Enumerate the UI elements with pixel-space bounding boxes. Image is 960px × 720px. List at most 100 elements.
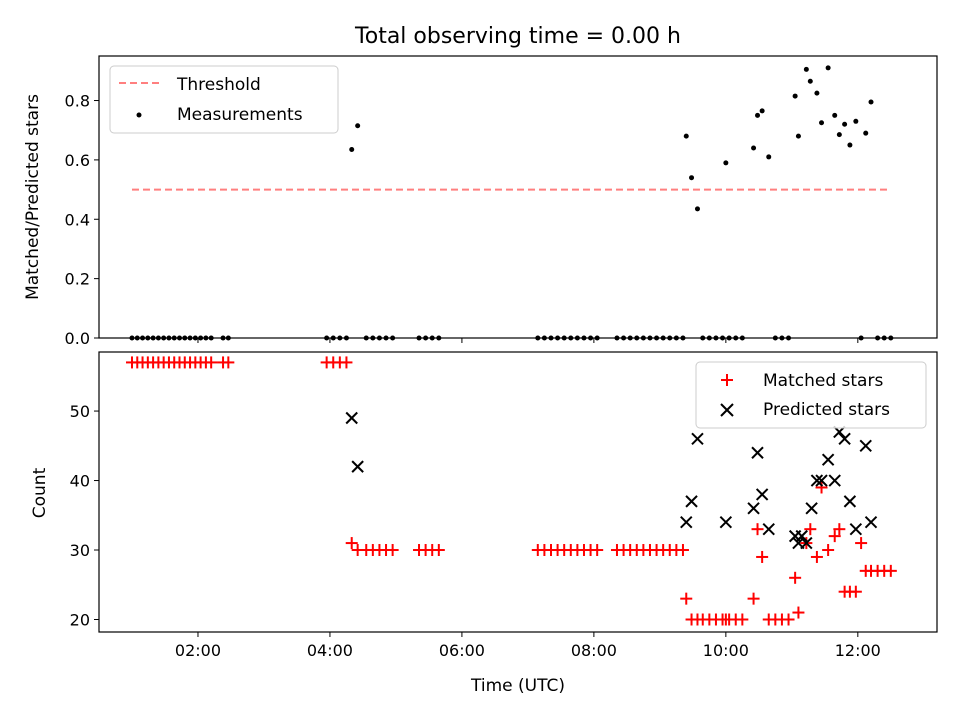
ratio-legend-box xyxy=(109,65,339,134)
matched-point xyxy=(736,613,749,626)
measurement-point xyxy=(759,108,765,114)
matched-point xyxy=(804,523,817,536)
count-x-ticks: 02:00 04:00 06:00 08:00 10:00 12:00 xyxy=(175,632,881,660)
predicted-point xyxy=(691,432,704,446)
predicted-point xyxy=(800,536,813,550)
matched-point xyxy=(810,550,823,563)
predicted-point xyxy=(685,495,698,508)
predicted-point xyxy=(828,474,841,487)
ratio-y-axis-label: Matched/Predicted stars xyxy=(23,94,43,300)
matched-point xyxy=(849,585,862,598)
matched-point xyxy=(205,356,218,369)
matched-point xyxy=(751,523,764,536)
x-axis-label: Time (UTC) xyxy=(470,676,565,696)
matched-point xyxy=(345,537,358,550)
measurement-point xyxy=(863,130,869,136)
predicted-point xyxy=(815,474,828,487)
ratio-y-tick-label: 0.6 xyxy=(65,151,90,170)
matched-point xyxy=(340,356,353,369)
measurement-point xyxy=(751,145,757,151)
measurement-point xyxy=(355,123,361,129)
matched-point xyxy=(789,571,802,584)
ratio-panel: 0.00.20.40.60.8 Matched/Predicted stars … xyxy=(23,55,938,348)
predicted-point xyxy=(795,529,808,543)
predicted-point xyxy=(821,453,835,466)
ratio-y-tick-label: 0.4 xyxy=(65,210,90,229)
count-y-tick-label: 40 xyxy=(70,472,90,491)
measurement-point xyxy=(766,154,772,160)
count-y-tick-label: 30 xyxy=(70,541,90,560)
predicted-point xyxy=(719,516,733,529)
measurement-point xyxy=(814,90,820,96)
measurement-point xyxy=(807,78,813,84)
legend-predicted-swatch xyxy=(720,403,734,417)
legend-measurements-label: Measurements xyxy=(177,105,303,125)
legend-predicted-label: Predicted stars xyxy=(763,400,890,420)
predicted-point xyxy=(838,432,851,446)
count-y-ticks: 20 30 40 50 xyxy=(70,402,99,629)
matched-point xyxy=(822,544,835,557)
matched-point xyxy=(833,523,846,536)
legend-matched-label: Matched stars xyxy=(763,371,883,391)
measurement-point xyxy=(683,133,689,139)
x-tick-label: 12:00 xyxy=(835,641,881,660)
predicted-point xyxy=(755,488,769,501)
measurement-point xyxy=(842,121,848,127)
x-tick-label: 08:00 xyxy=(571,641,617,660)
predicted-point xyxy=(762,522,775,536)
matched-point xyxy=(222,356,235,369)
matched-point xyxy=(782,613,795,626)
measurement-point xyxy=(836,132,842,138)
matched-point xyxy=(815,481,828,494)
measurement-point xyxy=(689,175,695,181)
measurement-point xyxy=(349,147,355,153)
predicted-point xyxy=(849,522,863,536)
predicted-point xyxy=(751,446,764,459)
x-tick-label: 06:00 xyxy=(439,641,485,660)
legend-measurements-swatch xyxy=(136,112,142,118)
measurement-point xyxy=(825,65,831,71)
matched-point xyxy=(884,564,897,577)
ratio-y-tick-label: 0.8 xyxy=(65,92,90,111)
predicted-point xyxy=(680,516,693,529)
measurement-point xyxy=(853,118,859,124)
count-marks xyxy=(125,356,897,626)
measurement-point xyxy=(832,112,838,118)
figure-title: Total observing time = 0.00 h xyxy=(354,24,681,49)
ratio-y-ticks: 0.0 0.2 0.4 0.6 0.8 xyxy=(65,92,99,348)
ratio-y-tick-label: 0.0 xyxy=(65,329,90,348)
ratio-y-tick-label: 0.2 xyxy=(65,270,90,289)
predicted-point xyxy=(864,516,878,529)
matched-point xyxy=(432,544,445,557)
x-tick-label: 04:00 xyxy=(307,641,353,660)
measurement-point xyxy=(723,160,729,166)
matched-point xyxy=(747,592,760,605)
matched-point xyxy=(591,544,604,557)
measurement-point xyxy=(795,133,801,139)
predicted-point xyxy=(843,495,857,508)
predicted-point xyxy=(351,460,364,473)
predicted-point xyxy=(859,439,872,453)
ratio-x-ticks xyxy=(197,338,859,343)
count-legend-box xyxy=(695,361,927,429)
count-y-tick-label: 50 xyxy=(70,402,90,421)
x-tick-label: 10:00 xyxy=(703,641,749,660)
measurement-point xyxy=(694,206,700,212)
matched-point xyxy=(792,606,805,619)
legend-threshold-label: Threshold xyxy=(176,75,261,95)
matched-point xyxy=(756,550,769,563)
measurement-point xyxy=(803,66,809,72)
matched-point xyxy=(680,592,693,605)
legend-matched-swatch xyxy=(721,374,733,386)
count-y-axis-label: Count xyxy=(30,467,50,518)
measurement-point xyxy=(868,99,874,105)
predicted-point xyxy=(345,411,358,425)
predicted-point xyxy=(805,502,818,515)
measurement-point xyxy=(819,120,825,126)
measurement-point xyxy=(847,142,853,148)
predicted-point xyxy=(810,474,824,487)
matched-point xyxy=(828,530,841,543)
ratio-plot-frame xyxy=(98,55,938,339)
predicted-point xyxy=(747,502,760,515)
